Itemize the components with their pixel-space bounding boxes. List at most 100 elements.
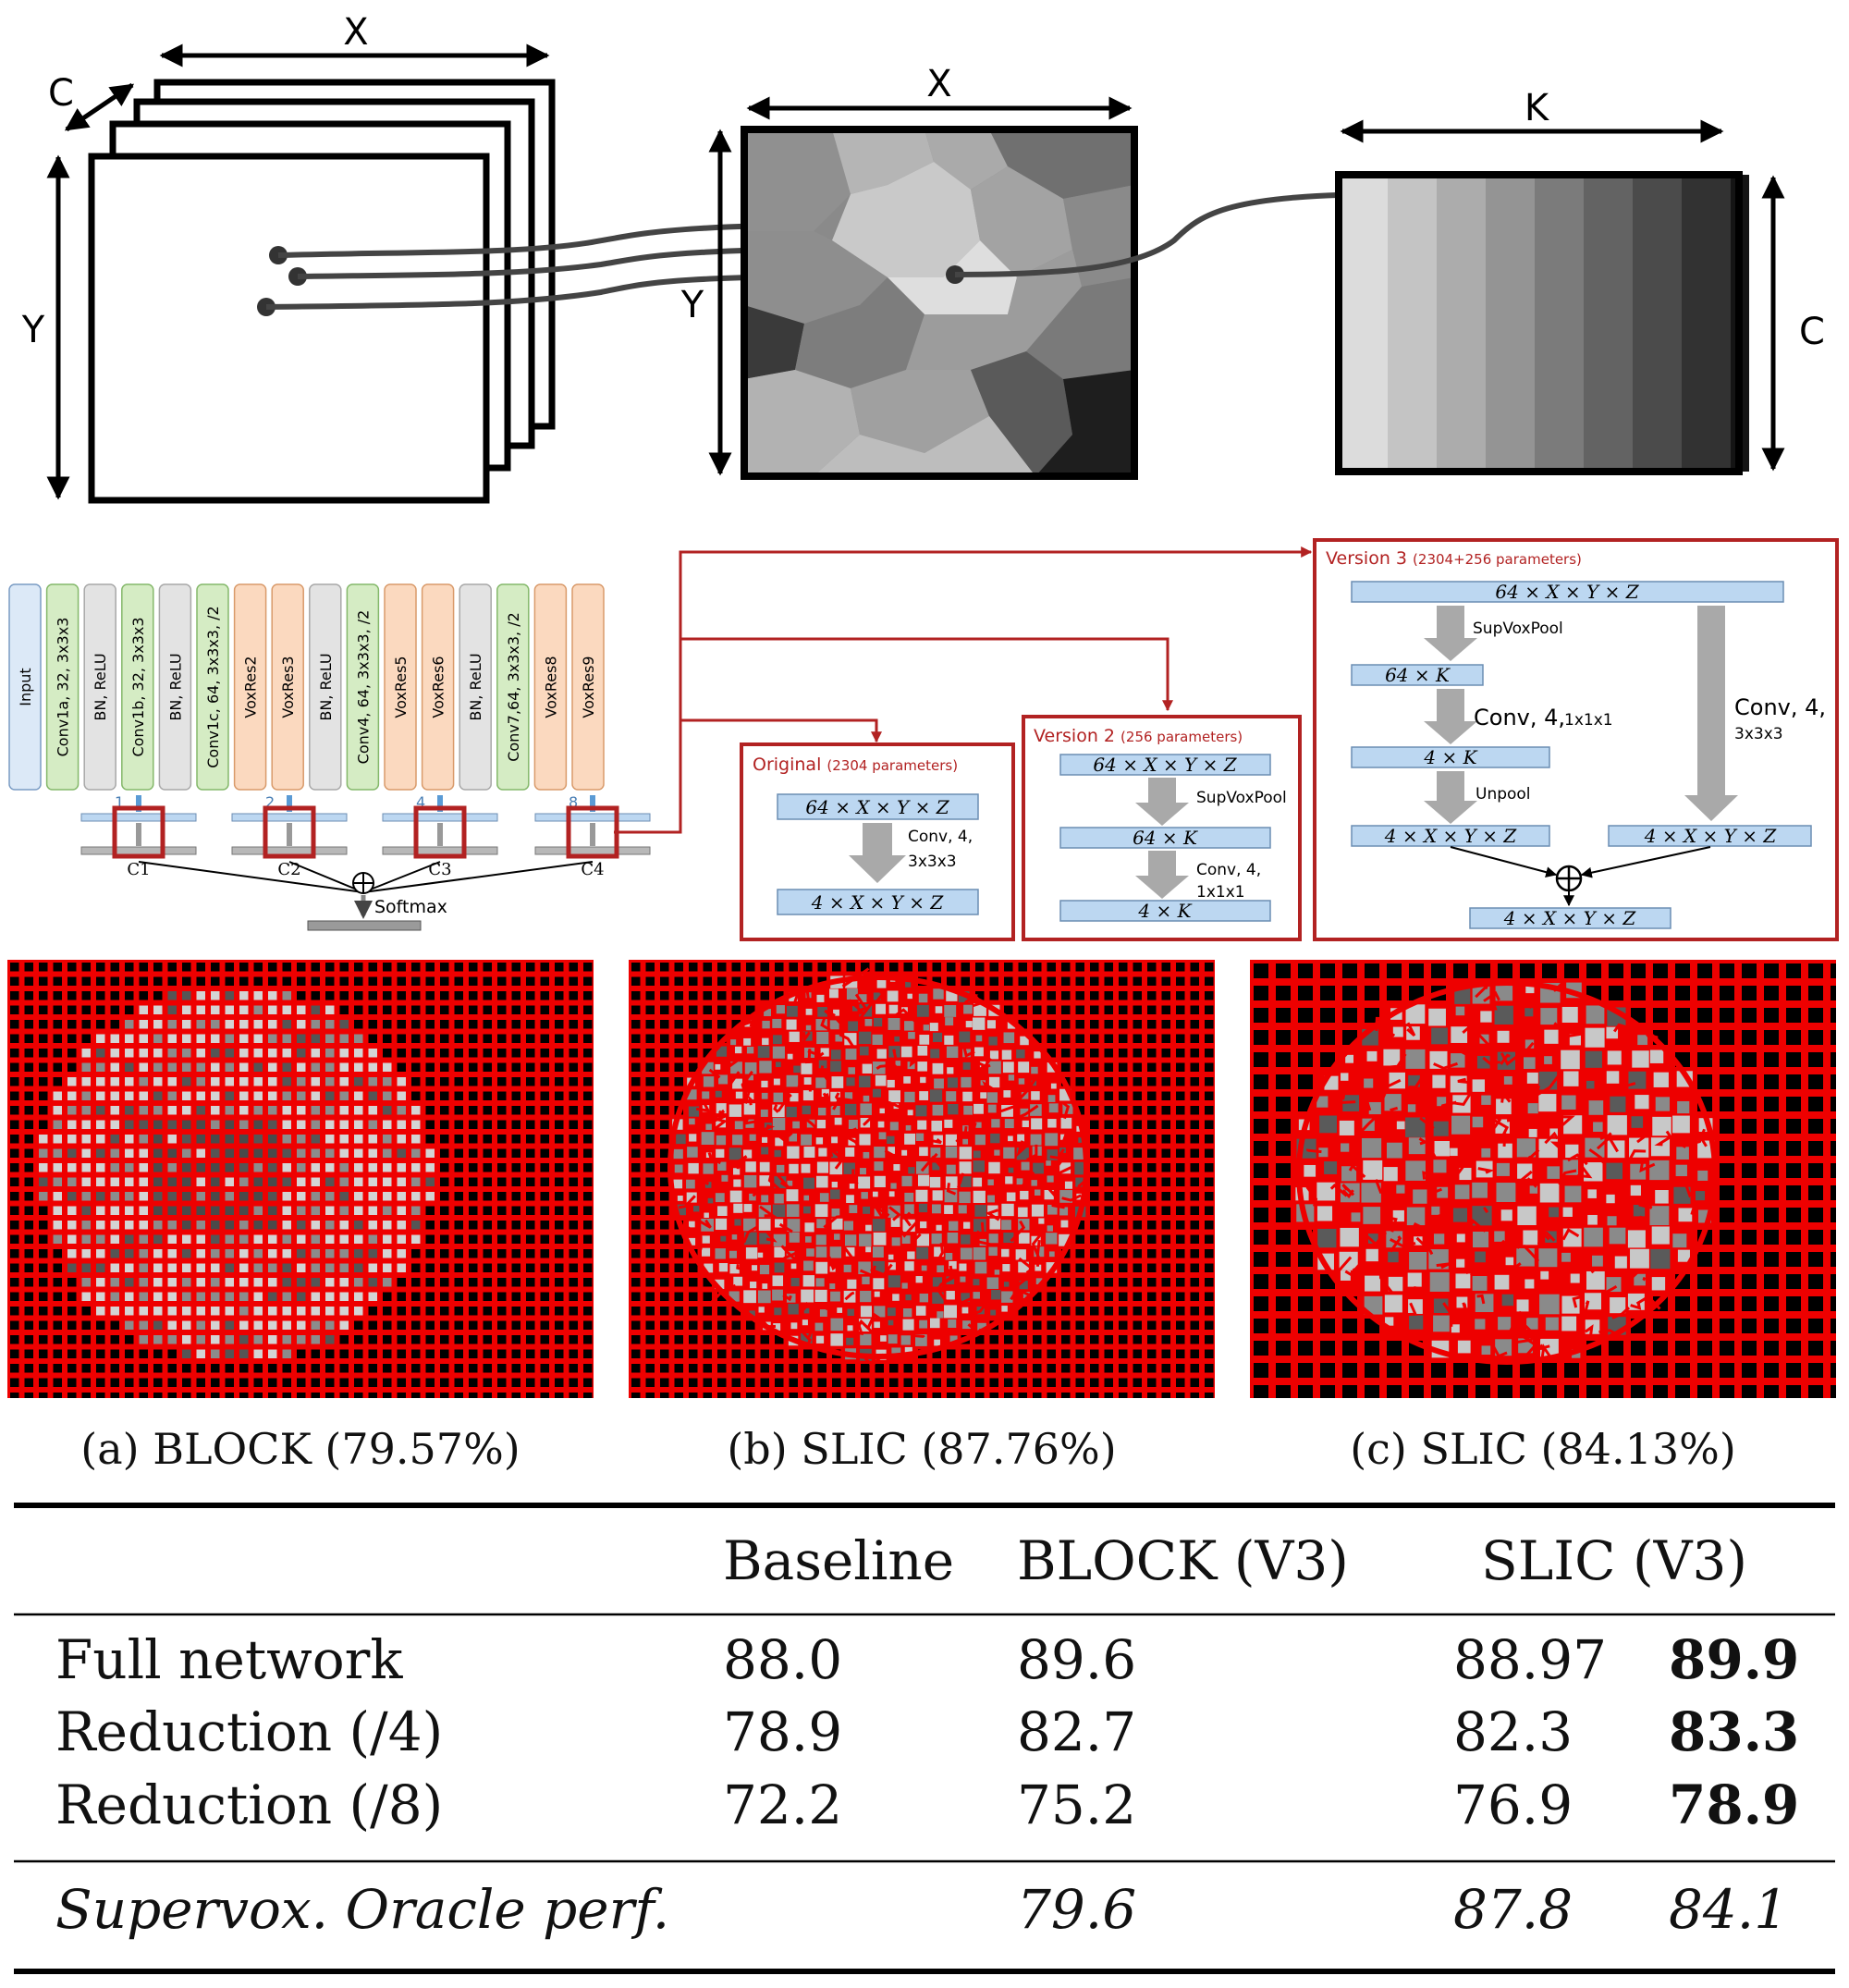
network-layer-label: VoxRes6 xyxy=(430,656,447,718)
v3-k2-bar xyxy=(1351,746,1550,768)
cell-slic-b: 83.3 xyxy=(1669,1700,1799,1763)
cell-slic-a: 88.97 xyxy=(1453,1628,1607,1691)
highlight-box xyxy=(413,805,467,859)
v3-conv-label: Conv, 4, xyxy=(1474,705,1565,730)
v2-pool-label: SupVoxPool xyxy=(1196,789,1287,807)
row-label: Reduction (/8) xyxy=(55,1773,443,1836)
cell-slic-b: 78.9 xyxy=(1669,1773,1799,1836)
svg-text:Version 3 (2304+256 parameters: Version 3 (2304+256 parameters) xyxy=(1326,548,1582,569)
v3-conv-kernel: 1x1x1 xyxy=(1564,711,1613,730)
network-layer-label: VoxRes9 xyxy=(580,656,597,718)
original-input-bar xyxy=(777,793,979,820)
classifier-bar xyxy=(231,846,348,855)
network-layer-conv xyxy=(196,583,229,791)
classifier-label: C2 xyxy=(277,860,300,879)
v2-top-label: 64 × X × Y × Z xyxy=(1093,754,1237,776)
segmentation-panels: (a) BLOCK (79.57%) (b) SLIC (87.76%) (c)… xyxy=(7,960,1836,1474)
supervoxel-map-border xyxy=(741,126,1138,480)
highlight-box xyxy=(112,805,165,859)
v3-pool-arrow xyxy=(1424,606,1477,661)
v3-params: (2304+256 parameters) xyxy=(1413,551,1582,568)
v3-left-output-label: 4 × X × Y × Z xyxy=(1384,825,1518,847)
network-layer-label: Conv1a, 32, 3x3x3 xyxy=(55,618,72,757)
network-layer-label: BN, ReLU xyxy=(92,653,109,720)
network-layer-label: BN, ReLU xyxy=(166,653,184,720)
table-row: Reduction (/8) 72.2 75.2 76.9 78.9 xyxy=(55,1773,1799,1836)
classifier-bar xyxy=(80,846,197,855)
cell-baseline: 72.2 xyxy=(723,1773,842,1836)
c-label-pooled: C xyxy=(1799,311,1825,353)
network-layer-conv xyxy=(121,583,154,791)
feature-map-stack xyxy=(88,79,556,504)
classifier-label: C1 xyxy=(127,860,150,879)
v2-op-kernel: 1x1x1 xyxy=(1196,883,1245,902)
top-diagram: X C Y xyxy=(21,11,1825,504)
tap-bar xyxy=(534,813,651,822)
c-label-features: C xyxy=(48,72,74,115)
cell-slic-b: 89.9 xyxy=(1669,1628,1799,1691)
caption-b: (b) SLIC (87.76%) xyxy=(727,1424,1116,1474)
pooled-feature-border xyxy=(1335,171,1743,475)
table-row: Full network 88.0 89.6 88.97 89.9 xyxy=(55,1628,1799,1691)
v3-right-output-bar xyxy=(1608,825,1812,847)
pooled-feature-matrix xyxy=(1335,171,1749,475)
v3-pool-label: SupVoxPool xyxy=(1473,620,1563,638)
original-op-kernel: 3x3x3 xyxy=(908,853,957,871)
tap-number: 1 xyxy=(115,793,124,811)
segmentation-slic-coarse xyxy=(1250,960,1836,1398)
network-layer-label: Conv7,64, 3x3x3, /2 xyxy=(505,612,522,762)
network-layer-res xyxy=(233,583,267,791)
table-row-oracle: Supervox. Oracle perf. 79.6 87.8 84.1 xyxy=(55,1878,1788,1941)
v3-k1-bar xyxy=(1351,664,1484,686)
y-label-features: Y xyxy=(21,309,45,351)
version-3-box: Version 3 (2304+256 parameters) 64 × X ×… xyxy=(1313,538,1839,941)
v2-pool-arrow xyxy=(1135,778,1189,826)
original-op: Conv, 4, xyxy=(908,828,973,846)
network-layer-res xyxy=(571,583,605,791)
network-layer-bn xyxy=(83,583,116,791)
feature-arrow xyxy=(265,264,929,310)
network-layer-res xyxy=(533,583,568,791)
svg-text:Version 2 (256 parameters): Version 2 (256 parameters) xyxy=(1034,726,1243,746)
cell-slic-a: 82.3 xyxy=(1453,1700,1573,1763)
v3-title: Version 3 xyxy=(1326,548,1407,569)
pool-arrow xyxy=(954,183,1401,277)
v3-left-output-bar xyxy=(1351,825,1550,847)
v3-k1-label: 64 × K xyxy=(1385,664,1451,686)
v3-side-conv-label: Conv, 4, xyxy=(1734,694,1826,720)
original-title: Original xyxy=(753,755,821,775)
v3-input-bar xyxy=(1351,581,1784,603)
original-conv-arrow xyxy=(849,823,906,883)
network-layer-label: Conv4, 64, 3x3x3, /2 xyxy=(354,610,372,765)
softmax-label: Softmax xyxy=(374,897,447,917)
network-layer-input xyxy=(8,583,42,791)
classifier-label: C3 xyxy=(428,860,451,879)
network-layer-res xyxy=(384,583,417,791)
tap-number: 2 xyxy=(265,793,275,811)
results-table: Baseline BLOCK (V3) SLIC (V3) Full netwo… xyxy=(14,1503,1835,1974)
v3-final-bar xyxy=(1469,907,1671,929)
original-top-label: 64 × X × Y × Z xyxy=(805,796,949,818)
oracle-slic-b: 84.1 xyxy=(1669,1878,1788,1941)
oracle-block: 79.6 xyxy=(1017,1878,1136,1941)
tap-number: 8 xyxy=(569,793,578,811)
network-layer-conv xyxy=(45,583,80,791)
col-slic-v3: SLIC (V3) xyxy=(1481,1529,1747,1592)
original-output-bar xyxy=(777,889,979,915)
k-label: K xyxy=(1525,87,1550,129)
v2-mid-bar xyxy=(1059,827,1271,849)
tap-bar xyxy=(231,813,348,822)
network-layer-label: VoxRes5 xyxy=(392,656,410,718)
segmentation-slic-fine xyxy=(629,960,1215,1398)
network-layer-conv xyxy=(346,583,380,791)
v3-top-label: 64 × X × Y × Z xyxy=(1495,581,1639,603)
tap-bar xyxy=(80,813,197,822)
network-diagram: Input Conv1a, 32, 3x3x3 BN, ReLU Conv1b, 32… xyxy=(8,546,1313,931)
classifier-blocks: 1 C1 2 C2 4 C3 8 C4 Softmax xyxy=(80,793,651,931)
network-layers: Input Conv1a, 32, 3x3x3 BN, ReLU Conv1b, 32… xyxy=(8,583,605,791)
oracle-slic-a: 87.8 xyxy=(1453,1878,1573,1941)
v3-right-output-label: 4 × X × Y × Z xyxy=(1644,825,1778,847)
v2-output-bar xyxy=(1059,900,1271,922)
cell-baseline: 88.0 xyxy=(723,1628,842,1691)
